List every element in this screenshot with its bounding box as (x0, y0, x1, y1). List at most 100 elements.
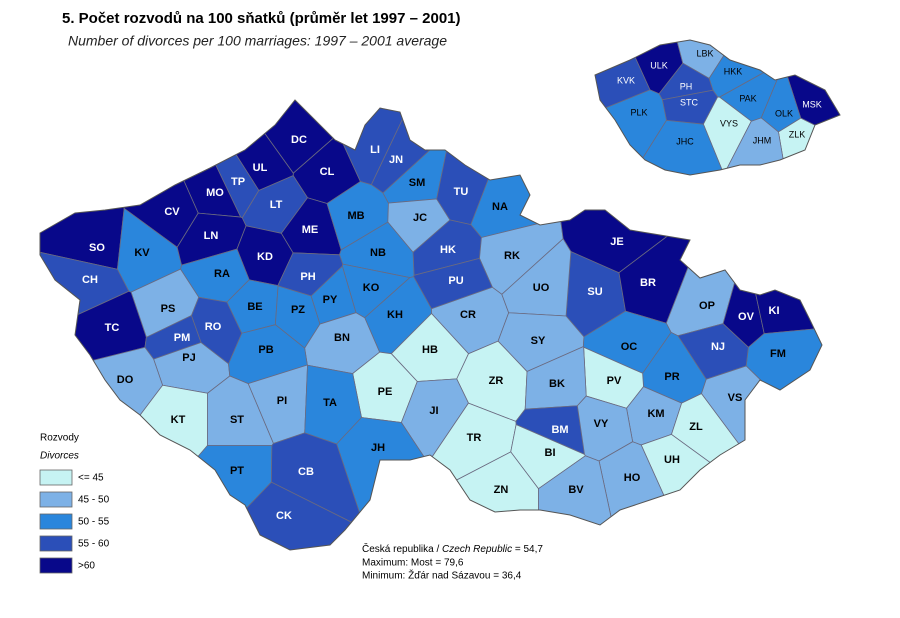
region-label: STC (680, 97, 699, 107)
district-label: PM (174, 332, 191, 344)
district-label: PU (448, 275, 463, 287)
region-label: PAK (739, 93, 756, 103)
region-label: HKK (724, 66, 743, 76)
district (401, 451, 539, 550)
district-label: PR (664, 371, 679, 383)
district-label: TC (105, 322, 120, 334)
inset-outline (594, 39, 841, 176)
region-label: OLK (775, 108, 793, 118)
summary-country: Česká republika / Czech Republic = 54,7 (362, 542, 543, 555)
country-outline (39, 99, 823, 551)
region-label: ULK (650, 60, 668, 70)
legend-swatch (39, 491, 73, 508)
summary-max: Maximum: Most = 79,6 (362, 558, 464, 569)
district (501, 238, 572, 317)
district-label: BR (640, 277, 656, 289)
subtitle: Number of divorces per 100 marriages: 19… (68, 33, 447, 49)
district-label: KM (647, 408, 664, 420)
district-label: PJ (182, 352, 195, 364)
district-label: JN (389, 154, 403, 166)
district-label: UL (253, 162, 268, 174)
district-label: CH (82, 274, 98, 286)
district-label: KO (363, 282, 380, 294)
district-label: NA (492, 201, 508, 213)
district-label: TP (231, 176, 245, 188)
district-label: BE (247, 301, 262, 313)
district-label: PV (607, 375, 622, 387)
district-label: CR (460, 309, 476, 321)
district-label: TA (323, 397, 337, 409)
region (595, 89, 667, 175)
district-label: JH (371, 442, 385, 454)
district-label: ZR (489, 375, 504, 387)
district-label: VS (728, 392, 743, 404)
district-label: OC (621, 341, 638, 353)
legend-swatch (39, 513, 73, 530)
district-label: ST (230, 414, 244, 426)
district-label: RO (205, 321, 222, 333)
district-label: PY (323, 294, 338, 306)
legend-label: 50 - 55 (78, 517, 110, 528)
district-label: RA (214, 268, 230, 280)
legend-swatch (39, 557, 73, 574)
district-label: MO (206, 187, 224, 199)
district-label: BM (551, 424, 568, 436)
district-label: PZ (291, 304, 305, 316)
district-label: LN (204, 230, 219, 242)
district-label: VY (594, 418, 609, 430)
region-label: LBK (696, 48, 713, 58)
region-label: JHC (676, 136, 694, 146)
district-label: KV (134, 247, 150, 259)
district-label: FM (770, 348, 786, 360)
district-label: PE (378, 386, 393, 398)
district-label: LT (270, 199, 283, 211)
district-label: SY (531, 335, 546, 347)
district-label: JE (610, 236, 623, 248)
district-label: HB (422, 344, 438, 356)
summary-min: Minimum: Žďár nad Sázavou = 36,4 (362, 569, 522, 582)
district-label: JI (429, 405, 438, 417)
region (595, 119, 731, 175)
region (723, 117, 840, 175)
region-label: JHM (753, 135, 772, 145)
district-label: CV (164, 206, 180, 218)
district-label: ME (302, 224, 319, 236)
district-label: UO (533, 282, 550, 294)
district-label: SM (409, 177, 426, 189)
district-label: TU (454, 186, 469, 198)
district-label: ZL (689, 421, 703, 433)
title: 5. Počet rozvodů na 100 sňatků (průměr l… (62, 10, 461, 27)
region-label: PLK (630, 107, 647, 117)
legend-title: Rozvody (40, 433, 79, 444)
region-label: MSK (802, 99, 822, 109)
district-label: ZN (494, 484, 509, 496)
district-label: BN (334, 332, 350, 344)
district-label: JC (413, 212, 427, 224)
district-label: BI (545, 447, 556, 459)
district-label: OV (738, 311, 755, 323)
district-label: PS (161, 303, 176, 315)
district-label: LI (370, 144, 380, 156)
region-label: KVK (617, 75, 635, 85)
district-label: NB (370, 247, 386, 259)
district-label: PH (300, 271, 315, 283)
region-label: PH (680, 81, 693, 91)
district-label: CK (276, 510, 292, 522)
legend-swatch (39, 469, 73, 486)
summary-value: = 54,7 (512, 544, 543, 555)
summary-cz: Česká republika / (362, 542, 442, 555)
legend-label: <= 45 (78, 473, 104, 484)
legend-label: 45 - 50 (78, 495, 110, 506)
district-label: CL (320, 166, 335, 178)
district-label: PB (258, 344, 273, 356)
district-label: SU (587, 286, 602, 298)
legend-label: 55 - 60 (78, 539, 110, 550)
district-label: TR (467, 432, 482, 444)
legend-swatch (39, 535, 73, 552)
district-label: PI (277, 395, 287, 407)
region-label: ZLK (789, 129, 806, 139)
district-label: PT (230, 465, 244, 477)
district-label: DC (291, 134, 307, 146)
district-label: KH (387, 309, 403, 321)
